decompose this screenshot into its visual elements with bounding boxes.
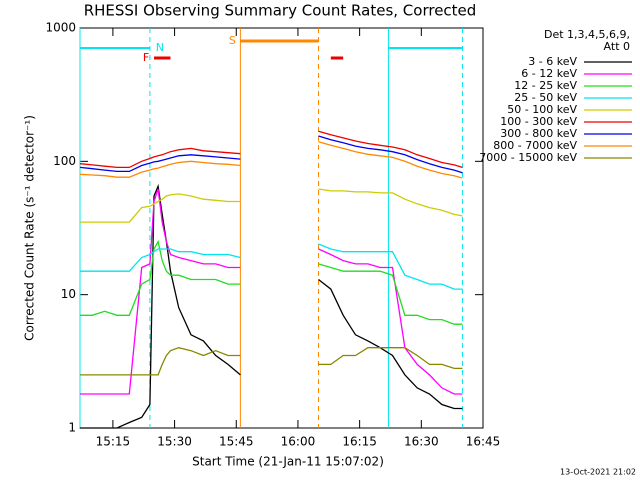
series-line: [80, 347, 463, 376]
x-tick-label: 16:45: [466, 435, 501, 449]
series-line: [80, 239, 463, 325]
legend-label: 300 - 800 keV: [500, 127, 577, 140]
x-tick-label: 16:30: [404, 435, 439, 449]
series-line: [80, 188, 463, 395]
y-tick-label: 1000: [45, 21, 76, 35]
legend-label: 50 - 100 keV: [507, 103, 577, 116]
y-axis-label: Corrected Count Rate (s⁻¹ detector⁻¹): [23, 115, 37, 341]
legend-label: 800 - 7000 keV: [493, 139, 577, 152]
chart-title: RHESSI Observing Summary Count Rates, Co…: [84, 2, 477, 20]
legend-label: 100 - 300 keV: [500, 115, 577, 128]
series-line: [79, 135, 463, 174]
legend-label: 3 - 6 keV: [528, 55, 577, 68]
legend-label: 12 - 25 keV: [514, 79, 577, 92]
legend-label: 25 - 50 keV: [514, 91, 577, 104]
timestamp: 13-Oct-2021 21:02: [560, 468, 636, 477]
plot-frame: [79, 27, 484, 429]
flag-label: S: [229, 34, 236, 47]
legend-title: Det 1,3,4,5,6,9,: [544, 28, 630, 41]
x-tick-label: 15:45: [219, 435, 254, 449]
flag-label: F: [143, 51, 149, 64]
x-tick-label: 15:15: [96, 435, 131, 449]
x-axis-label: Start Time (21-Jan-11 15:07:02): [192, 455, 384, 469]
y-tick-label: 1: [68, 421, 76, 435]
y-tick-label: 100: [53, 154, 76, 168]
x-tick-label: 16:00: [281, 435, 316, 449]
series-line: [79, 130, 463, 169]
legend-label: 6 - 12 keV: [521, 67, 577, 80]
legend-label: 7000 - 15000 keV: [479, 151, 577, 164]
series-line: [80, 188, 463, 223]
x-tick-label: 16:15: [342, 435, 377, 449]
series-line: [80, 243, 463, 290]
flag-label: N: [156, 41, 164, 54]
x-tick-label: 15:30: [157, 435, 192, 449]
series-line: [79, 141, 463, 179]
y-tick-label: 10: [61, 287, 76, 301]
legend-title: Att 0: [604, 40, 630, 53]
